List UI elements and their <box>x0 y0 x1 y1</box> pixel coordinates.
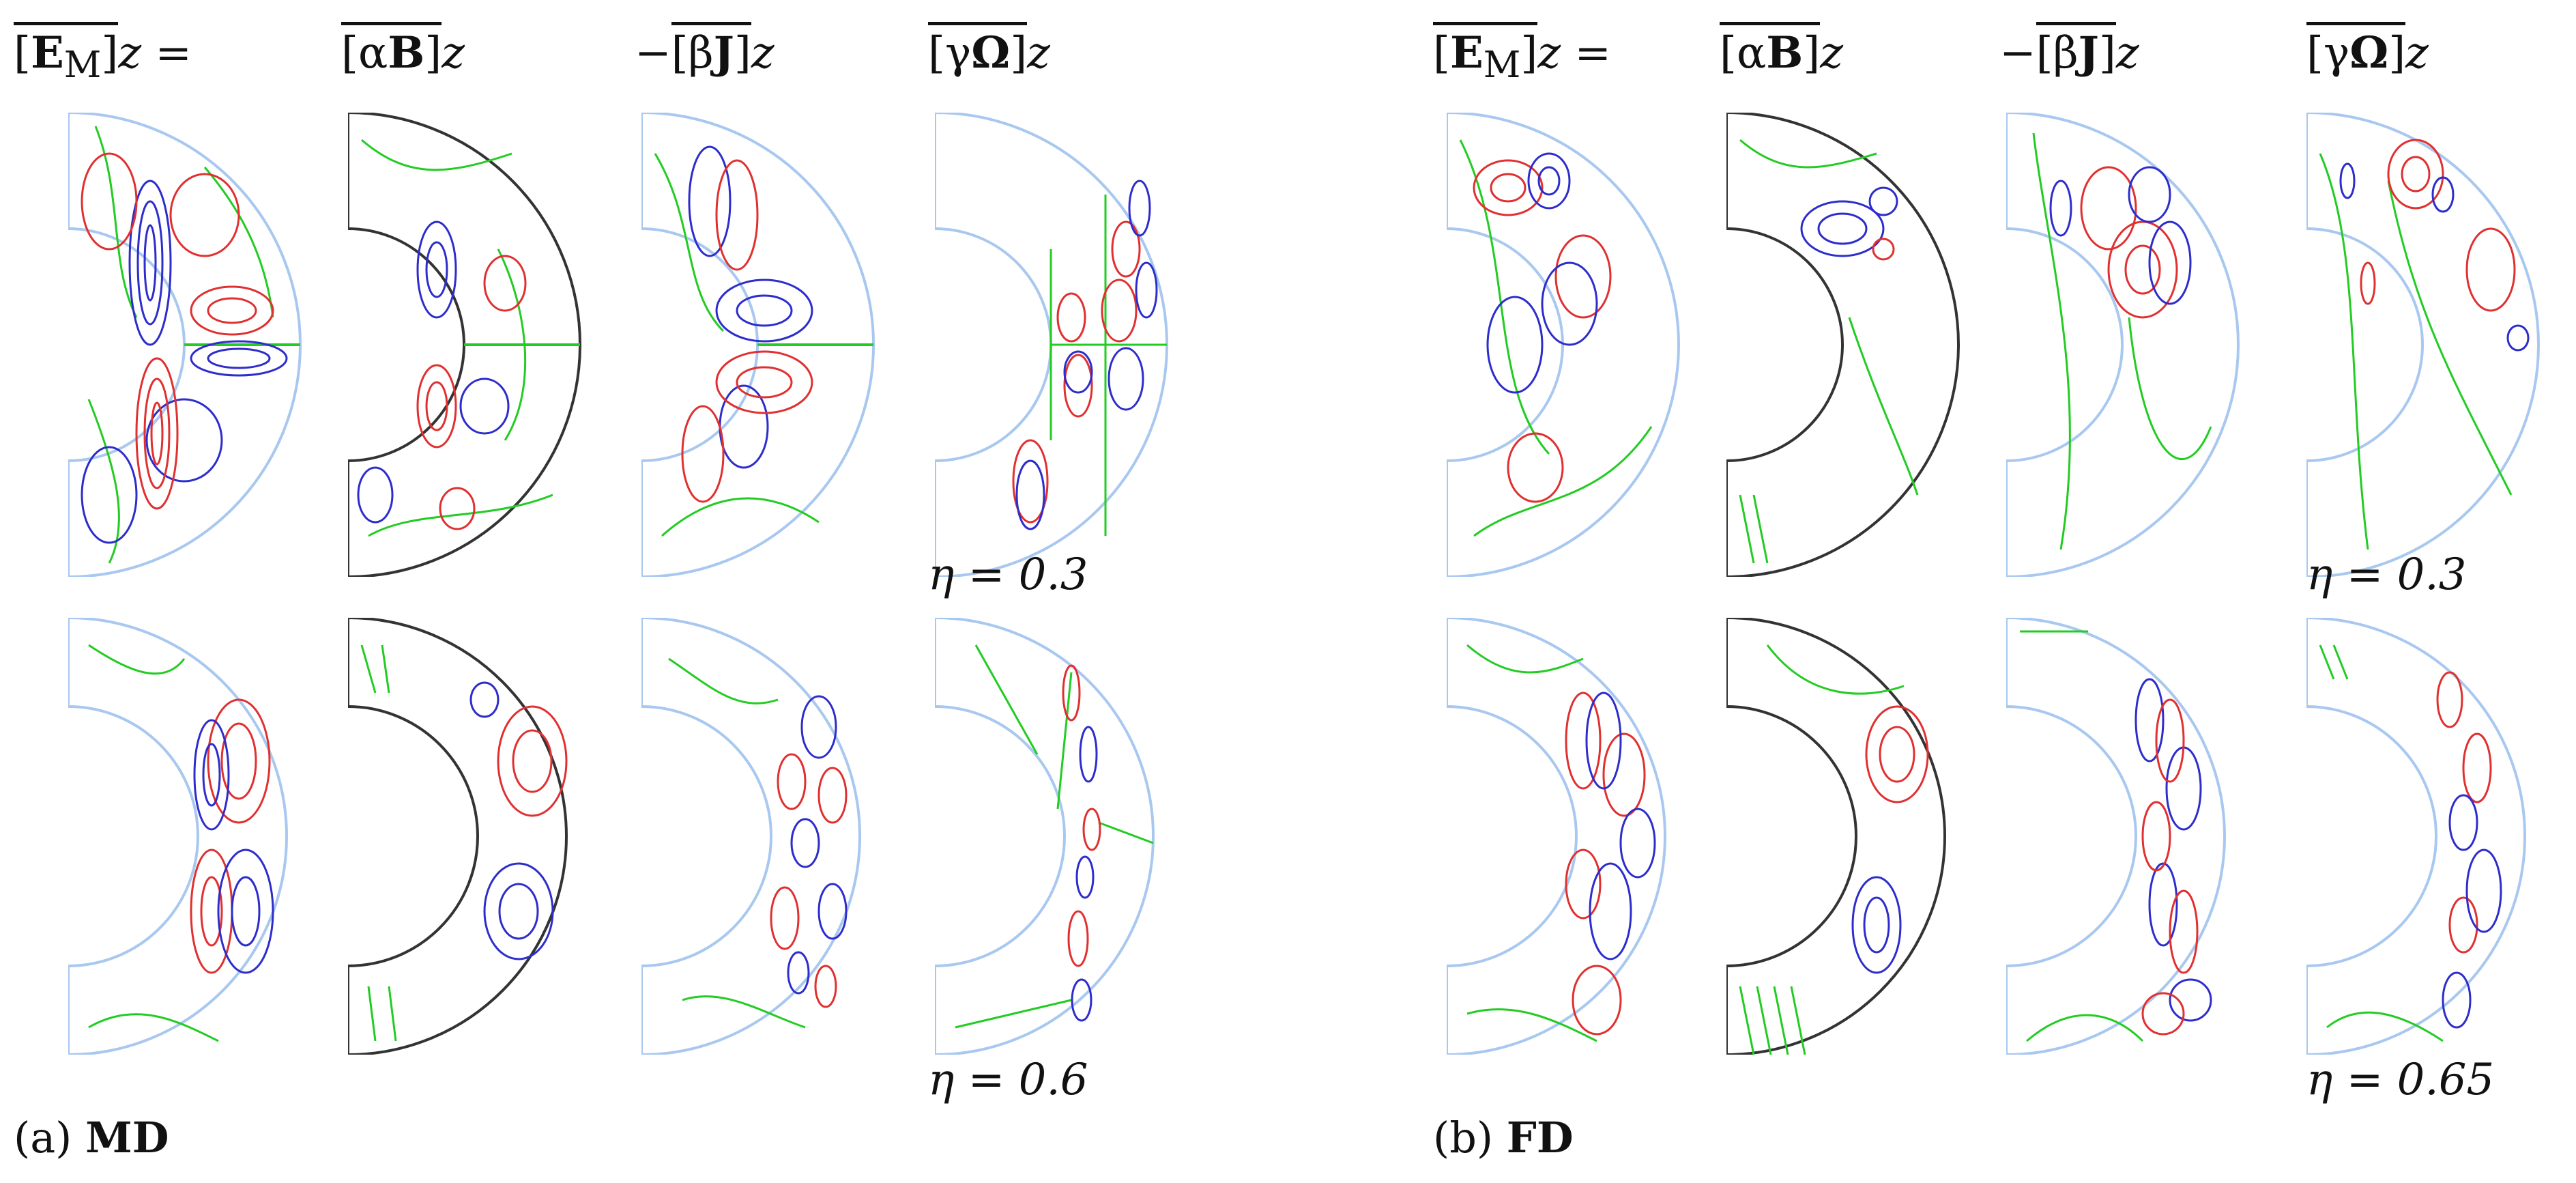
header-em: [EM]z = <box>14 22 192 86</box>
eta-label-a-row2: η = 0.6 <box>928 1055 1088 1105</box>
panel-b: [EM]z = [αB]z −[βJ]z [γΩ]z <box>1419 0 2576 1183</box>
eta-label-b-row1: η = 0.3 <box>2306 550 2467 600</box>
plot-b-row2-col4 <box>2306 618 2552 1055</box>
plot-b-row1-col1 <box>1447 113 1692 577</box>
plot-b-row2-col2 <box>1726 618 1972 1055</box>
eta-label-b-row2: η = 0.65 <box>2306 1055 2495 1105</box>
header-em: [EM]z = <box>1433 22 1611 86</box>
plot-a-row2-col2 <box>348 618 594 1055</box>
plot-b-row1-col3 <box>2006 113 2252 577</box>
plot-a-row2-col1 <box>68 618 314 1055</box>
header-gamma-omega: [γΩ]z <box>2306 22 2429 79</box>
plot-b-row2-col3 <box>2006 618 2252 1055</box>
plot-a-row1-col4 <box>935 113 1181 577</box>
plot-b-row1-col4 <box>2306 113 2552 577</box>
header-beta-j: −[βJ]z <box>635 22 775 79</box>
plot-a-row1-col2 <box>348 113 594 577</box>
plot-a-row2-col3 <box>641 618 887 1055</box>
eta-label-a-row1: η = 0.3 <box>928 550 1088 600</box>
panel-a: [EM]z = [αB]z −[βJ]z [γΩ]z <box>0 0 1269 1183</box>
caption-a: (a) MD <box>14 1113 169 1163</box>
header-gamma-omega: [γΩ]z <box>928 22 1050 79</box>
plot-b-row2-col1 <box>1447 618 1692 1055</box>
plot-a-row1-col3 <box>641 113 887 577</box>
caption-b: (b) FD <box>1433 1113 1574 1163</box>
plot-b-row1-col2 <box>1726 113 1972 577</box>
header-alpha-b: [αB]z <box>341 22 465 79</box>
header-alpha-b: [αB]z <box>1720 22 1843 79</box>
plot-a-row1-col1 <box>68 113 314 577</box>
plot-a-row2-col4 <box>935 618 1181 1055</box>
header-beta-j: −[βJ]z <box>1999 22 2139 79</box>
